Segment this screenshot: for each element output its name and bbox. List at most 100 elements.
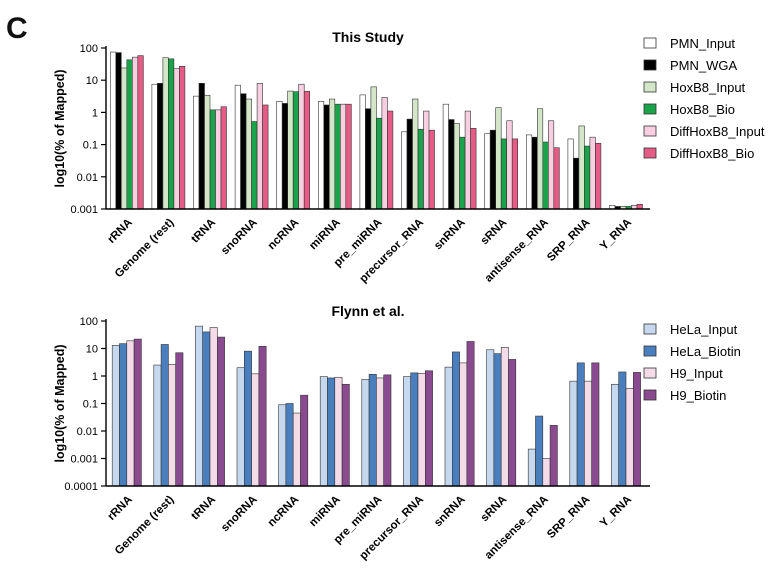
chart1-ytick-label: 0.1 xyxy=(83,140,98,152)
chart1-category-label: Y_RNA xyxy=(598,217,634,253)
chart2-legend-label: H9_Input xyxy=(670,366,723,381)
chart2-bar xyxy=(175,352,184,487)
chart1-bar xyxy=(132,56,139,210)
chart2-bar xyxy=(535,415,544,487)
chart2-bar xyxy=(459,362,468,487)
chart2-bar xyxy=(119,343,128,487)
chart2-legend-swatch xyxy=(643,367,657,379)
chart2-ytick-label: 100 xyxy=(80,316,98,328)
chart1-legend-swatch xyxy=(643,125,657,137)
chart1-legend-label: PMN_Input xyxy=(670,36,735,51)
chart2-ytick-label: 0.001 xyxy=(70,454,98,466)
chart1-bar xyxy=(387,110,394,210)
chart2-bar xyxy=(327,377,336,487)
chart2-bar xyxy=(466,341,475,487)
chart1-bar xyxy=(110,51,117,210)
chart1-bar xyxy=(179,66,186,210)
chart2-bar xyxy=(576,362,585,487)
chart1-bar xyxy=(137,55,144,210)
chart2-ytick-label: 0.0001 xyxy=(64,481,98,493)
chart2-bar xyxy=(319,376,328,487)
chart2-bar xyxy=(417,373,426,487)
chart1-bar xyxy=(323,104,330,210)
chart2-bar xyxy=(527,448,536,487)
chart2-ylabel: log10(% of Mapped) xyxy=(53,344,67,462)
chart2-bar xyxy=(251,373,260,487)
chart2-legend-swatch xyxy=(643,389,657,401)
chart1-bar xyxy=(251,121,258,210)
chart1-ytick-label: 100 xyxy=(80,43,98,55)
chart1-bar xyxy=(511,138,519,210)
chart1-title: This Study xyxy=(332,29,404,45)
chart2-category-label: snoRNA xyxy=(219,494,260,535)
chart1-bar xyxy=(287,90,294,210)
chart1-bar xyxy=(365,108,372,210)
chart1-bar xyxy=(162,57,169,210)
chart1-bar xyxy=(151,83,158,210)
chart2-bar xyxy=(542,458,551,487)
chart1-bar xyxy=(303,91,311,210)
chart1-bar xyxy=(442,103,449,210)
chart2-bar xyxy=(133,338,142,487)
chart2-title: Flynn et al. xyxy=(331,303,404,319)
chart1-bar xyxy=(245,98,252,210)
chart2-bar xyxy=(244,350,252,487)
chart1-bar xyxy=(542,141,549,210)
chart1-legend-label: HoxB8_Input xyxy=(670,80,746,95)
chart2-bar xyxy=(361,379,370,487)
chart1-bar xyxy=(281,103,289,210)
chart1-legend-swatch xyxy=(643,103,657,115)
chart1-bar xyxy=(536,108,544,210)
chart1-bar xyxy=(525,134,533,210)
chart2-category-label: rRNA xyxy=(106,494,135,523)
chart2-legend-label: HeLa_Biotin xyxy=(670,344,741,359)
chart1-bar xyxy=(470,128,477,210)
chart2-bar xyxy=(160,344,169,487)
chart1-legend-label: DiffHoxB8_Bio xyxy=(670,146,754,161)
chart1-bar xyxy=(256,83,263,210)
chart1-bar xyxy=(240,93,247,210)
chart1-ytick-label: 10 xyxy=(86,75,98,87)
chart1-bar xyxy=(417,128,424,210)
chart1-bar xyxy=(381,97,388,210)
chart2-bar xyxy=(625,388,634,487)
chart1-category-label: rRNA xyxy=(106,217,135,246)
chart1-legend-label: HoxB8_Bio xyxy=(670,102,735,117)
chart2-bar xyxy=(195,325,203,487)
chart2-bar xyxy=(500,347,509,487)
chart1-bar xyxy=(401,131,408,210)
chart1-bar xyxy=(220,106,227,210)
chart2-bar xyxy=(591,362,600,487)
chart2-bar xyxy=(126,340,135,487)
chart1-bar xyxy=(298,83,305,210)
chart1-bar xyxy=(489,129,497,210)
chart2-ytick-label: 0.1 xyxy=(83,399,98,411)
chart1-bar xyxy=(204,94,211,210)
chart2-legend-label: HeLa_Input xyxy=(670,322,738,337)
chart1-legend-swatch xyxy=(643,59,657,71)
chart2-bar xyxy=(292,412,301,487)
chart1-bar xyxy=(339,103,347,210)
chart2-bar xyxy=(508,359,517,487)
chart2-bar xyxy=(209,327,218,487)
chart2-bar xyxy=(341,383,350,487)
chart2-category-label: Y_RNA xyxy=(598,494,634,530)
chart1-category-label: tRNA xyxy=(189,217,218,246)
chart1-bar xyxy=(334,103,341,210)
chart2-bar xyxy=(258,346,267,487)
chart2-bar xyxy=(424,370,433,487)
panel-label: C xyxy=(6,12,28,45)
chart1-category-label: SRP_RNA xyxy=(545,217,592,264)
chart2-category-label: snRNA xyxy=(432,494,468,530)
chart1-bar xyxy=(428,129,435,210)
chart1-bar xyxy=(459,136,466,210)
chart1-ytick-label: 1 xyxy=(92,107,98,119)
chart2-bar xyxy=(584,380,593,487)
chart1-bar xyxy=(376,117,383,210)
chart1-bar xyxy=(495,107,502,210)
chart2-bar xyxy=(285,403,294,487)
chart1-legend-swatch xyxy=(643,147,657,159)
chart1-bar xyxy=(567,138,574,210)
chart1-bar xyxy=(317,101,325,210)
